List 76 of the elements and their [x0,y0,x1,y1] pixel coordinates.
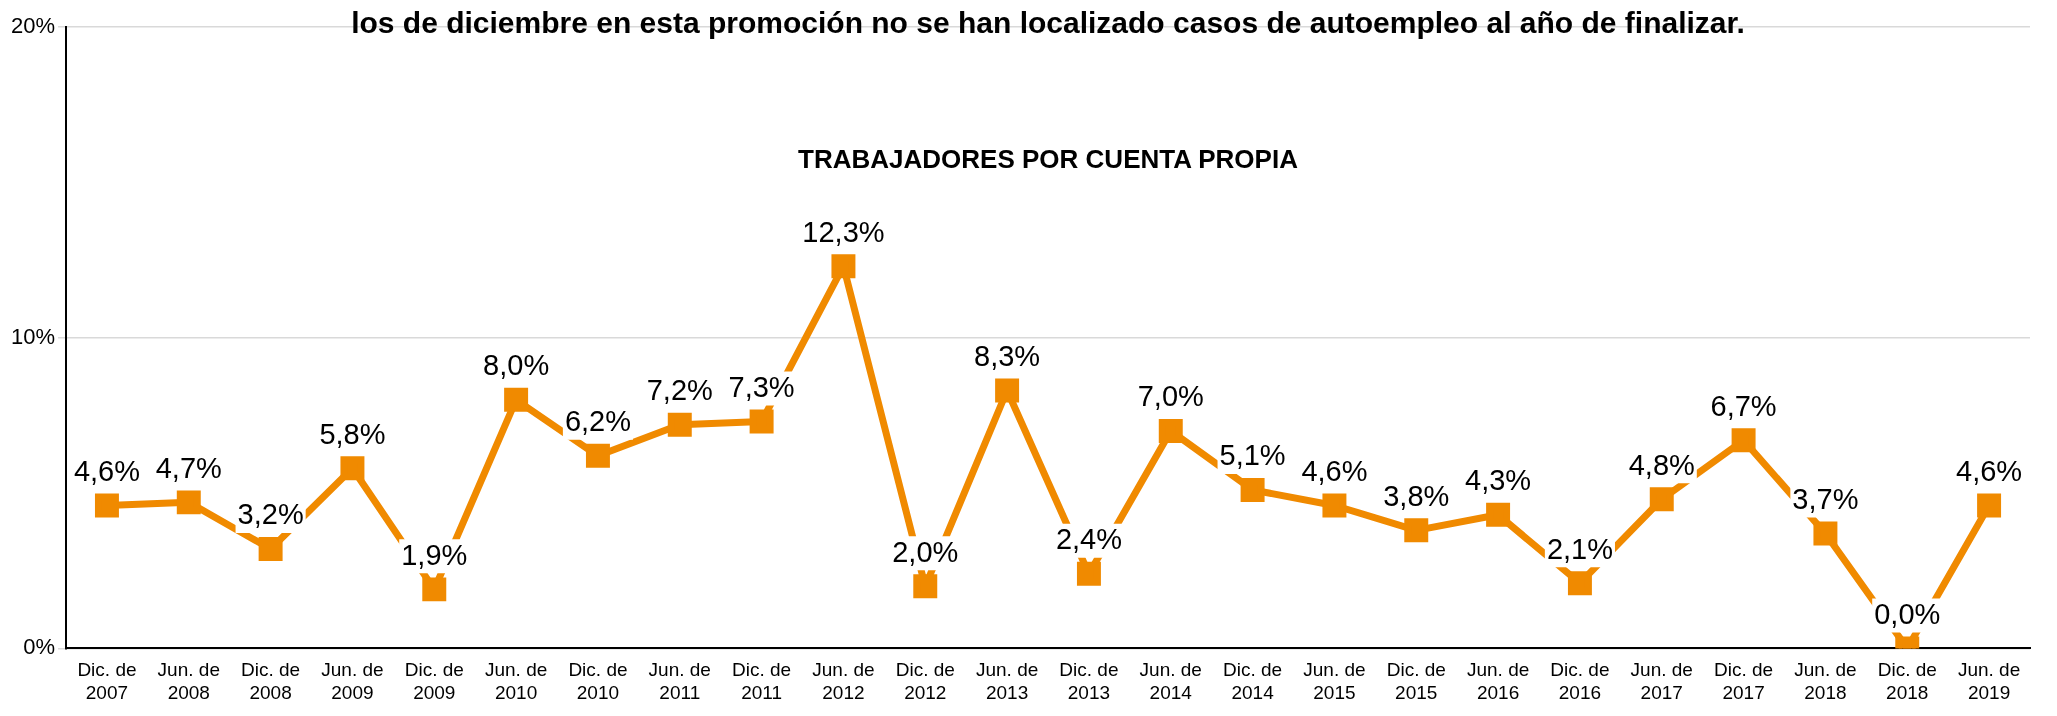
data-label: 3,2% [237,498,304,531]
x-tick-label: Dic. de 2009 [404,659,464,703]
data-label: 4,8% [1628,448,1695,481]
point [585,443,610,468]
annotation: los de diciembre en esta promoción no se han localizado casos de autoempleo al año de finalizar. [351,6,1745,40]
y-tick-label: 0% [23,634,56,660]
x-tick-label: Dic. de 2010 [568,659,628,703]
point [1240,477,1265,502]
data-label: 7,2% [646,374,713,407]
point [504,387,529,412]
point [1731,428,1756,453]
x-tick-label: Jun. de 2011 [648,659,711,703]
data-label: 2,1% [1546,532,1613,565]
x-tick-label: Dic. de 2008 [241,659,301,703]
data-label: 8,0% [483,349,550,382]
x-tick-label: Dic. de 2013 [1059,659,1119,703]
x-tick-label: Jun. de 2008 [157,659,220,703]
y-tick-label: 10% [10,323,56,349]
data-label: 2,4% [1055,523,1122,556]
x-tick-label: Jun. de 2017 [1630,659,1693,703]
data-label: 0,0% [1874,597,1941,630]
point [94,493,119,518]
data-label: 7,0% [1137,380,1204,413]
x-tick-label: Jun. de 2013 [975,659,1039,703]
x-tick-label: Dic. de 2015 [1386,659,1446,703]
data-label: 6,2% [564,405,631,438]
point [258,536,283,561]
data-label: 5,8% [319,417,386,450]
x-tick-label: Dic. de 2011 [732,659,792,703]
x-tick-label: Jun. de 2019 [1957,659,2021,703]
data-label: 5,1% [1219,439,1286,472]
point [1567,571,1592,596]
point [1977,493,2002,518]
data-label: 6,7% [1710,389,1777,422]
data-label: 4,7% [155,451,222,484]
data-label: 4,6% [1301,454,1368,487]
point [1076,561,1101,586]
data-label: 3,8% [1383,479,1450,512]
data-label: 4,6% [73,454,140,487]
point [1813,521,1838,546]
x-tick-label: Dic. de 2014 [1223,659,1283,703]
x-tick-label: Jun. de 2012 [812,659,875,703]
data-label: 4,6% [1956,454,2023,487]
x-tick-label: Dic. de 2018 [1877,659,1937,703]
point [422,577,447,602]
point [340,456,365,481]
point [913,574,938,599]
x-tick-label: Dic. de 2012 [895,659,955,703]
point [1649,487,1674,512]
point [1404,518,1429,543]
x-tick-label: Jun. de 2016 [1466,659,1530,703]
data-label: 1,9% [401,538,468,571]
point [667,412,692,437]
point [831,254,856,279]
x-tick-label: Jun. de 2009 [321,659,384,703]
x-tick-label: Jun. de 2018 [1794,659,1857,703]
y-tick-label: 20% [10,13,56,39]
data-label: 8,3% [974,340,1041,373]
point [1322,493,1347,518]
x-tick-label: Jun. de 2010 [484,659,548,703]
data-label: 7,3% [728,371,795,404]
x-tick-label: Jun. de 2015 [1303,659,1366,703]
data-label: 2,0% [892,535,959,568]
point [1158,418,1183,443]
point [749,409,774,434]
x-tick-label: Jun. de 2014 [1139,659,1202,703]
x-tick-label: Dic. de 2017 [1714,659,1774,703]
data-label: 3,7% [1792,482,1859,515]
text: TRABAJADORES POR CUENTA PROPIA [798,144,1299,175]
point [1486,502,1511,527]
point [995,378,1020,403]
x-tick-label: Dic. de 2016 [1550,659,1610,703]
data-label: 12,3% [802,215,885,248]
x-tick-label: Dic. de 2007 [77,659,137,703]
data-label: 4,3% [1465,464,1532,497]
point [176,490,201,515]
